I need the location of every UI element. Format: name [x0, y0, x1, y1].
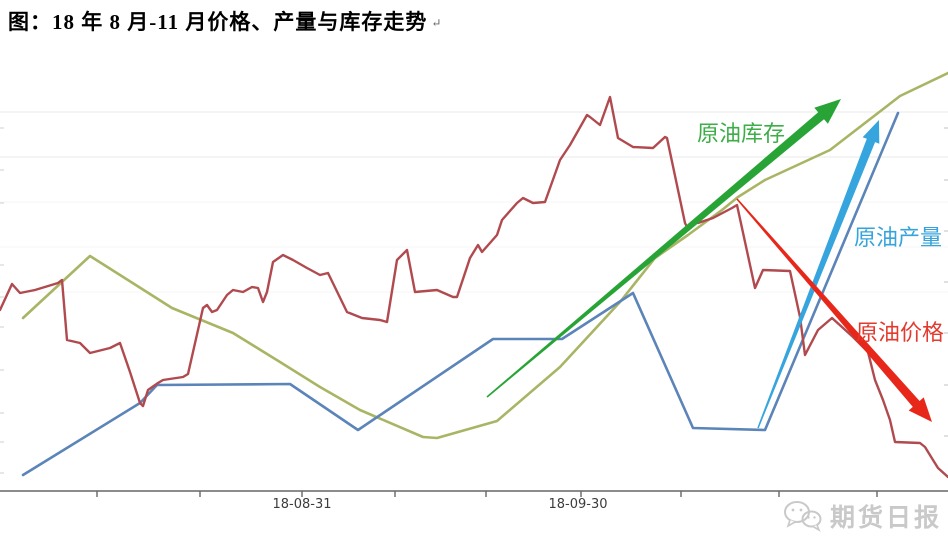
- price-trend-arrow: [736, 198, 932, 422]
- watermark: 期货日报: [782, 498, 942, 534]
- inventory-line: [21, 71, 948, 440]
- inventory-arrow-label: 原油库存: [697, 122, 786, 147]
- chart-title-text: 图：18 年 8 月-11 月价格、产量与库存走势: [8, 10, 428, 34]
- price-line: [0, 95, 948, 479]
- paragraph-return-mark: ↵: [431, 16, 443, 30]
- watermark-text: 期货日报: [830, 505, 943, 532]
- x-tick-label-1: 18-09-30: [548, 497, 608, 512]
- inventory-trend-arrow: [486, 99, 841, 398]
- production-line: [21, 111, 900, 477]
- production-arrow-label: 原油产量: [854, 226, 943, 251]
- x-tick-label-0: 18-08-31: [272, 497, 332, 512]
- price-arrow-label: 原油价格: [856, 321, 945, 346]
- production-trend-arrow: [757, 120, 880, 429]
- wechat-icon: [784, 501, 822, 532]
- chart-title: 图：18 年 8 月-11 月价格、产量与库存走势 ↵: [8, 6, 708, 36]
